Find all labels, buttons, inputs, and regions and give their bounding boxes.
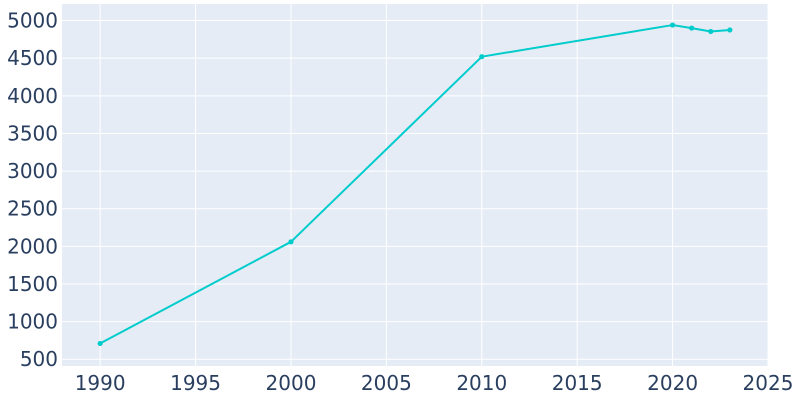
y-tick-label-5000: 5000 [7, 9, 58, 33]
x-tick-label-1995: 1995 [170, 371, 221, 395]
data-point-2023 [727, 27, 733, 33]
y-gridlines [62, 20, 768, 360]
x-tick-label-2005: 2005 [361, 371, 412, 395]
x-gridlines [99, 4, 769, 366]
data-point-2000 [288, 239, 294, 245]
y-axis-tick-labels: 500 1000 1500 2000 2500 3000 3500 4000 4500 5000 [7, 9, 58, 372]
data-point-2022 [708, 28, 714, 35]
x-axis-tick-labels: 1990 1995 2000 2005 2010 2015 2020 2025 [75, 371, 794, 395]
y-tick-label-4000: 4000 [7, 84, 58, 108]
x-tick-label-2025: 2025 [743, 371, 794, 395]
y-tick-label-3000: 3000 [7, 159, 58, 183]
y-tick-label-500: 500 [20, 347, 58, 371]
x-tick-label-2020: 2020 [647, 371, 698, 395]
y-tick-label-1000: 1000 [7, 310, 58, 334]
data-point-2020 [669, 22, 676, 28]
x-tick-label-2010: 2010 [456, 371, 507, 395]
x-tick-label-1990: 1990 [75, 371, 126, 395]
y-tick-label-3500: 3500 [7, 121, 58, 145]
series-layer [97, 22, 733, 347]
y-tick-label-2000: 2000 [7, 234, 58, 258]
y-tick-label-2500: 2500 [7, 197, 58, 221]
data-point-1990 [97, 340, 103, 347]
data-point-2010 [479, 54, 485, 60]
x-tick-label-2015: 2015 [552, 371, 603, 395]
y-tick-label-1500: 1500 [7, 272, 58, 296]
data-point-2021 [689, 25, 695, 31]
plot-background [62, 4, 768, 366]
y-tick-label-4500: 4500 [7, 46, 58, 70]
x-tick-label-2000: 2000 [266, 371, 317, 395]
